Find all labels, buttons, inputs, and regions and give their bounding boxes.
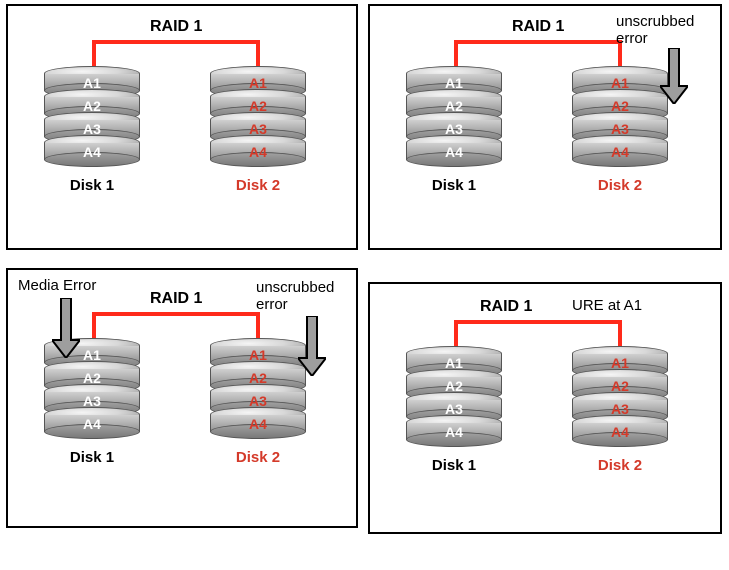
platter-label: A4: [406, 424, 502, 440]
annotation: unscrubbed error: [616, 14, 694, 47]
raid-connector: [92, 38, 260, 70]
panel-p1: RAID 1A1A2A3A4Disk 1A1A2A3A4Disk 2: [6, 4, 358, 250]
disk-label-d1: Disk 1: [406, 177, 502, 194]
raid-connector: [92, 310, 260, 342]
disk-label-d1: Disk 1: [44, 449, 140, 466]
raid-label: RAID 1: [480, 298, 532, 316]
raid-label: RAID 1: [150, 18, 202, 36]
error-arrow-icon: [660, 48, 688, 104]
platter-label: A4: [572, 144, 668, 160]
annotation: URE at A1: [572, 298, 642, 315]
raid-connector: [454, 318, 622, 350]
platter-label: A4: [572, 424, 668, 440]
panel-p3: RAID 1A1A2A3A4Disk 1A1A2A3A4Disk 2Media …: [6, 268, 358, 528]
disk-label-d1: Disk 1: [44, 177, 140, 194]
raid-label: RAID 1: [150, 290, 202, 308]
raid-connector: [454, 38, 622, 70]
error-arrow-icon: [298, 316, 326, 376]
panel-p2: RAID 1A1A2A3A4Disk 1A1A2A3A4Disk 2unscru…: [368, 4, 722, 250]
disk-label-d2: Disk 2: [210, 177, 306, 194]
disk-label-d2: Disk 2: [572, 177, 668, 194]
platter-label: A4: [406, 144, 502, 160]
platter-label: A4: [210, 416, 306, 432]
panel-p4: RAID 1A1A2A3A4Disk 1A1A2A3A4Disk 2URE at…: [368, 282, 722, 534]
platter-label: A4: [44, 416, 140, 432]
platter-label: A4: [44, 144, 140, 160]
raid-label: RAID 1: [512, 18, 564, 36]
annotation: unscrubbed error: [256, 280, 334, 313]
platter-label: A4: [210, 144, 306, 160]
error-arrow-icon: [52, 298, 80, 358]
annotation: Media Error: [18, 278, 96, 295]
disk-label-d2: Disk 2: [572, 457, 668, 474]
disk-label-d1: Disk 1: [406, 457, 502, 474]
disk-label-d2: Disk 2: [210, 449, 306, 466]
